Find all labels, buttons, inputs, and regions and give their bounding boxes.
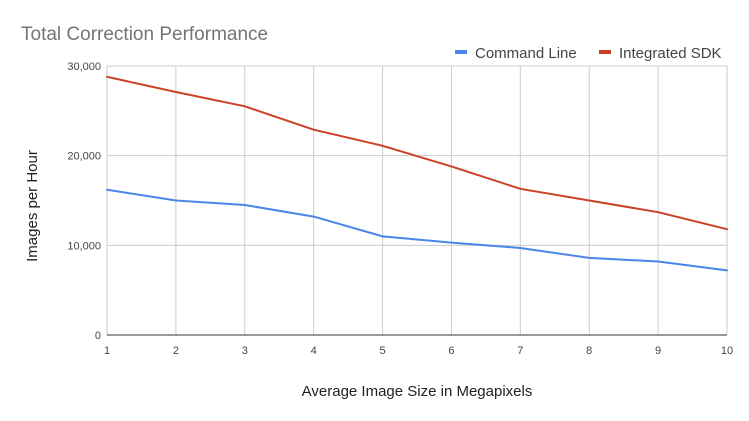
legend: Command Line Integrated SDK [455, 45, 722, 62]
y-tick-label: 30,000 [67, 61, 101, 73]
legend-swatch [599, 50, 611, 54]
y-axis-ticks: 0 10,000 20,000 30,000 [67, 61, 101, 342]
series-line [106, 75, 728, 231]
y-tick-label: 0 [95, 330, 101, 342]
x-tick-label: 10 [721, 345, 733, 357]
legend-label: Command Line [475, 45, 577, 62]
x-axis-ticks: 1 2 3 4 5 6 7 8 9 10 [104, 345, 733, 357]
x-tick-label: 6 [448, 345, 454, 357]
series-lines [106, 75, 728, 272]
y-axis-label: Images per Hour [24, 150, 41, 262]
y-tick-label: 10,000 [67, 240, 101, 252]
legend-swatch [455, 50, 467, 54]
x-tick-label: 4 [311, 345, 317, 357]
x-tick-label: 9 [655, 345, 661, 357]
legend-label: Integrated SDK [619, 45, 722, 62]
chart-title: Total Correction Performance [21, 24, 268, 45]
x-tick-label: 7 [517, 345, 523, 357]
series-line [106, 188, 728, 272]
x-tick-label: 3 [242, 345, 248, 357]
x-tick-label: 5 [379, 345, 385, 357]
x-tick-label: 2 [173, 345, 179, 357]
grid [106, 65, 728, 336]
y-tick-label: 20,000 [67, 151, 101, 163]
x-tick-label: 1 [104, 345, 110, 357]
x-axis-label: Average Image Size in Megapixels [302, 383, 533, 400]
x-tick-label: 8 [586, 345, 592, 357]
